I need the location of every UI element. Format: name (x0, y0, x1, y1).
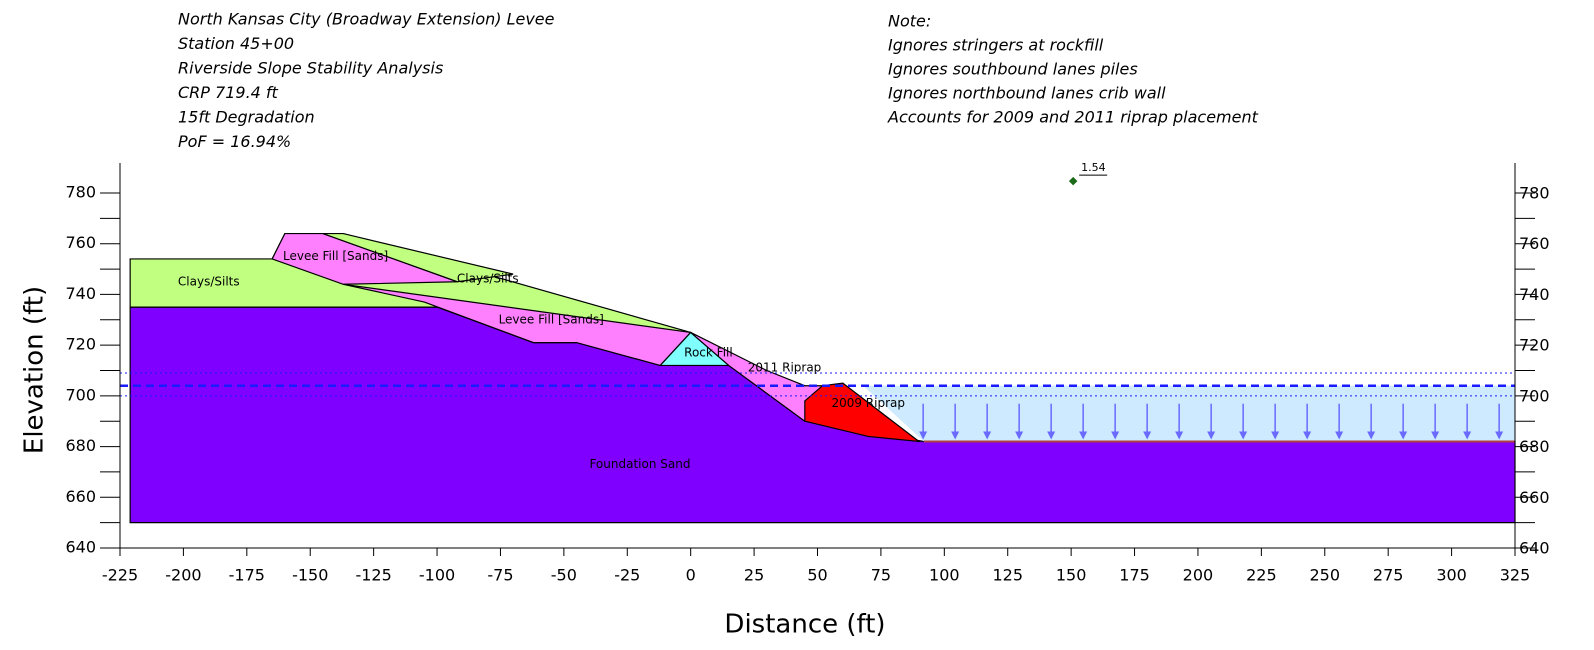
y-tick-label: 780 (65, 183, 96, 202)
y-tick-label-right: 700 (1519, 386, 1550, 405)
y-tick-label-right: 680 (1519, 437, 1550, 456)
title-line: CRP 719.4 ft (178, 83, 279, 102)
region-label: Rock Fill (684, 345, 733, 359)
y-tick-label: 760 (65, 233, 96, 252)
y-tick-label-right: 660 (1519, 488, 1550, 507)
note-line: Ignores northbound lanes crib wall (888, 84, 1166, 103)
note-line: Accounts for 2009 and 2011 riprap placem… (887, 108, 1259, 127)
region-label: Clays/Silts (178, 274, 240, 288)
y-tick-label: 640 (65, 538, 96, 557)
note-line: Note: (888, 12, 931, 31)
x-tick-label: 100 (929, 566, 960, 585)
title-line: Riverside Slope Stability Analysis (178, 59, 443, 78)
x-tick-label: 200 (1183, 566, 1214, 585)
x-tick-label: 300 (1436, 566, 1467, 585)
region-label: 2011 Riprap (748, 360, 822, 374)
region-label: Foundation Sand (589, 457, 690, 471)
x-axis-title: Distance (ft) (724, 610, 885, 640)
x-tick-label: 225 (1246, 566, 1277, 585)
region-label: Levee Fill [Sands] (283, 249, 388, 263)
y-axis-title: Elevation (ft) (20, 286, 50, 454)
x-tick-label: -100 (419, 566, 455, 585)
x-tick-label: 125 (992, 566, 1023, 585)
x-tick-label: -25 (614, 566, 640, 585)
x-tick-label: -75 (487, 566, 513, 585)
x-tick-label: -125 (355, 566, 391, 585)
chart: Elevation (ft) Distance (ft) Foundation … (0, 0, 1594, 650)
title-line: North Kansas City (Broadway Extension) L… (178, 10, 555, 29)
region-label: Levee Fill [Sands] (499, 312, 604, 326)
slip-center (1069, 177, 1077, 185)
x-tick-label: -225 (102, 566, 138, 585)
x-tick-label: 75 (871, 566, 891, 585)
note-line: Ignores stringers at rockfill (888, 36, 1104, 55)
y-tick-label: 660 (65, 487, 96, 506)
region-label: Clays/Silts (457, 272, 519, 286)
x-tick-label: 325 (1500, 566, 1531, 585)
x-tick-label: 275 (1373, 566, 1404, 585)
y-tick-label-right: 740 (1519, 285, 1550, 304)
safety-factor: 1.54 (1081, 161, 1106, 174)
y-tick-label-right: 760 (1519, 234, 1550, 253)
note-line: Ignores southbound lanes piles (888, 60, 1138, 79)
y-tick-label: 680 (65, 436, 96, 455)
y-tick-label: 740 (65, 284, 96, 303)
region-label: 2009 Riprap (831, 396, 905, 410)
x-tick-label: -175 (229, 566, 265, 585)
x-tick-label: 25 (744, 566, 764, 585)
title-line: PoF = 16.94% (178, 132, 291, 151)
title-line: 15ft Degradation (178, 108, 315, 127)
x-tick-label: 250 (1309, 566, 1340, 585)
x-tick-label: 0 (686, 566, 696, 585)
water (863, 386, 1515, 442)
y-tick-label: 700 (65, 385, 96, 404)
x-tick-label: 50 (807, 566, 827, 585)
y-tick-label: 720 (65, 335, 96, 354)
x-tick-label: -150 (292, 566, 328, 585)
x-tick-label: 175 (1119, 566, 1150, 585)
x-tick-label: 150 (1056, 566, 1087, 585)
x-tick-label: -200 (165, 566, 201, 585)
y-tick-label-right: 720 (1519, 336, 1550, 355)
x-tick-label: -50 (551, 566, 577, 585)
y-tick-label-right: 780 (1519, 184, 1550, 203)
y-tick-label-right: 640 (1519, 539, 1550, 558)
title-line: Station 45+00 (178, 34, 294, 53)
